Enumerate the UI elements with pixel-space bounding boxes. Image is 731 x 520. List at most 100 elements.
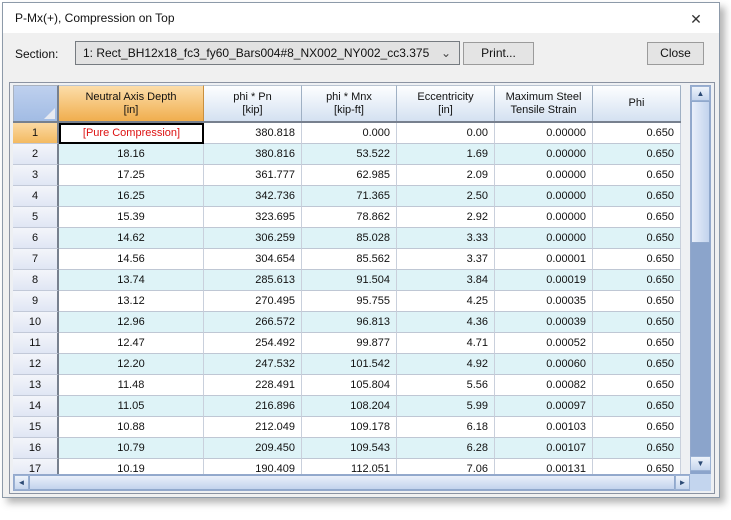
grid-cell[interactable]: 85.562 — [302, 249, 397, 270]
grid-cell[interactable]: 4.36 — [397, 312, 495, 333]
grid-cell[interactable]: 0.00 — [397, 123, 495, 144]
grid-cell[interactable]: 0.00039 — [495, 312, 593, 333]
vertical-scrollbar[interactable]: ▲ — [690, 85, 711, 475]
grid-cell[interactable]: 304.654 — [204, 249, 302, 270]
vertical-scrollbar-thumb[interactable] — [691, 101, 710, 243]
grid-cell[interactable]: 2.09 — [397, 165, 495, 186]
scroll-down-button[interactable]: ▼ — [690, 456, 711, 471]
row-header[interactable]: 1 — [13, 123, 59, 144]
grid-cell[interactable]: 12.47 — [59, 333, 204, 354]
column-header-4[interactable]: Eccentricity [in] — [397, 85, 495, 121]
grid-cell[interactable]: 0.650 — [593, 144, 681, 165]
grid-cell[interactable]: 0.650 — [593, 186, 681, 207]
grid-cell[interactable]: 12.20 — [59, 354, 204, 375]
grid-cell[interactable]: 105.804 — [302, 375, 397, 396]
grid-cell[interactable]: 10.19 — [59, 459, 204, 478]
column-header-6[interactable]: Phi — [593, 85, 681, 121]
grid-cell[interactable]: 6.28 — [397, 438, 495, 459]
grid-cell[interactable]: 0.650 — [593, 165, 681, 186]
section-dropdown[interactable]: 1: Rect_BH12x18_fc3_fy60_Bars004#8_NX002… — [75, 41, 460, 65]
grid-cell[interactable]: 0.650 — [593, 312, 681, 333]
grid-cell[interactable]: 96.813 — [302, 312, 397, 333]
grid-cell[interactable]: 0.650 — [593, 354, 681, 375]
grid-cell[interactable]: 10.79 — [59, 438, 204, 459]
grid-cell[interactable]: 85.028 — [302, 228, 397, 249]
grid-cell[interactable]: 16.25 — [59, 186, 204, 207]
grid-cell[interactable]: 0.650 — [593, 333, 681, 354]
grid-cell[interactable]: 0.00000 — [495, 123, 593, 144]
grid-cell[interactable]: 0.650 — [593, 396, 681, 417]
row-header[interactable]: 12 — [13, 354, 59, 375]
grid-cell[interactable]: 0.650 — [593, 207, 681, 228]
column-header-5[interactable]: Maximum Steel Tensile Strain — [495, 85, 593, 121]
row-header[interactable]: 2 — [13, 144, 59, 165]
grid-cell[interactable]: 11.48 — [59, 375, 204, 396]
row-header[interactable]: 17 — [13, 459, 59, 478]
grid-cell[interactable]: 0.00000 — [495, 186, 593, 207]
grid-cell[interactable]: 3.84 — [397, 270, 495, 291]
grid-cell[interactable]: 342.736 — [204, 186, 302, 207]
grid-cell[interactable]: 0.00000 — [495, 207, 593, 228]
grid-cell[interactable]: 109.178 — [302, 417, 397, 438]
grid-cell[interactable]: 0.650 — [593, 123, 681, 144]
grid-cell[interactable]: 3.37 — [397, 249, 495, 270]
grid-cell[interactable]: 112.051 — [302, 459, 397, 478]
grid-cell[interactable]: 247.532 — [204, 354, 302, 375]
row-header[interactable]: 9 — [13, 291, 59, 312]
grid-cell[interactable]: 0.00035 — [495, 291, 593, 312]
grid-cell[interactable]: 212.049 — [204, 417, 302, 438]
grid-cell[interactable]: 4.25 — [397, 291, 495, 312]
grid-cell[interactable]: 0.00000 — [495, 228, 593, 249]
grid-cell[interactable]: 13.12 — [59, 291, 204, 312]
grid-cell[interactable]: 0.650 — [593, 438, 681, 459]
column-header-3[interactable]: phi * Mnx [kip-ft] — [302, 85, 397, 121]
grid-cell[interactable]: 0.00001 — [495, 249, 593, 270]
grid-cell[interactable]: 228.491 — [204, 375, 302, 396]
grid-cell[interactable]: 108.204 — [302, 396, 397, 417]
grid-cell[interactable]: 3.33 — [397, 228, 495, 249]
row-header[interactable]: 14 — [13, 396, 59, 417]
row-header[interactable]: 3 — [13, 165, 59, 186]
grid-cell[interactable]: 209.450 — [204, 438, 302, 459]
grid-cell[interactable]: 0.650 — [593, 249, 681, 270]
grid-cell[interactable]: 95.755 — [302, 291, 397, 312]
horizontal-scrollbar-thumb[interactable] — [29, 475, 675, 490]
grid-cell[interactable]: 11.05 — [59, 396, 204, 417]
grid-cell[interactable]: 4.92 — [397, 354, 495, 375]
grid-cell[interactable]: 285.613 — [204, 270, 302, 291]
grid-cell[interactable]: 62.985 — [302, 165, 397, 186]
row-header[interactable]: 8 — [13, 270, 59, 291]
row-header[interactable]: 13 — [13, 375, 59, 396]
row-header[interactable]: 11 — [13, 333, 59, 354]
row-header[interactable]: 10 — [13, 312, 59, 333]
grid-cell[interactable]: 0.650 — [593, 291, 681, 312]
grid-cell[interactable]: 17.25 — [59, 165, 204, 186]
grid-cell[interactable]: 0.00060 — [495, 354, 593, 375]
close-button[interactable]: Close — [647, 42, 704, 65]
grid-corner-cell[interactable] — [13, 85, 59, 121]
column-header-1[interactable]: Neutral Axis Depth [in] — [59, 85, 204, 121]
grid-cell[interactable]: 6.18 — [397, 417, 495, 438]
row-header[interactable]: 6 — [13, 228, 59, 249]
grid-cell[interactable]: 216.896 — [204, 396, 302, 417]
scroll-left-button[interactable]: ◄ — [14, 475, 29, 490]
grid-cell[interactable]: 2.92 — [397, 207, 495, 228]
grid-cell[interactable]: 0.650 — [593, 270, 681, 291]
grid-cell[interactable]: 361.777 — [204, 165, 302, 186]
grid-cell[interactable]: 5.56 — [397, 375, 495, 396]
grid-cell[interactable]: 4.71 — [397, 333, 495, 354]
grid-cell[interactable]: 99.877 — [302, 333, 397, 354]
grid-cell[interactable]: 0.00052 — [495, 333, 593, 354]
grid-cell[interactable]: 78.862 — [302, 207, 397, 228]
grid-cell[interactable]: 0.000 — [302, 123, 397, 144]
scroll-up-button[interactable]: ▲ — [691, 86, 710, 101]
grid-cell[interactable]: 0.650 — [593, 417, 681, 438]
grid-cell[interactable]: 53.522 — [302, 144, 397, 165]
row-header[interactable]: 4 — [13, 186, 59, 207]
row-header[interactable]: 5 — [13, 207, 59, 228]
grid-cell[interactable]: 0.00000 — [495, 144, 593, 165]
grid-cell[interactable]: 0.00097 — [495, 396, 593, 417]
grid-cell[interactable]: 15.39 — [59, 207, 204, 228]
grid-cell[interactable]: 0.650 — [593, 375, 681, 396]
grid-cell[interactable]: 0.00019 — [495, 270, 593, 291]
